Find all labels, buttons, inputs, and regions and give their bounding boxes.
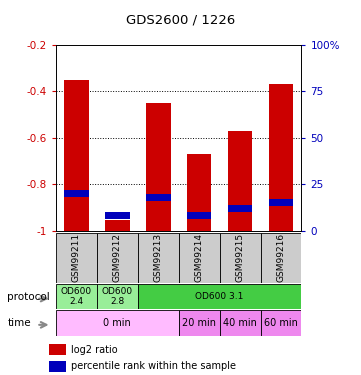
Bar xyxy=(56,284,97,309)
Bar xyxy=(187,212,212,219)
Text: OD600 3.1: OD600 3.1 xyxy=(195,292,244,301)
Bar xyxy=(261,232,301,283)
Bar xyxy=(146,103,170,231)
Bar xyxy=(138,284,301,309)
Bar xyxy=(187,154,212,231)
Text: GSM99213: GSM99213 xyxy=(154,233,163,282)
Bar xyxy=(269,199,293,206)
Text: 40 min: 40 min xyxy=(223,318,257,328)
Bar xyxy=(261,310,301,336)
Bar xyxy=(138,232,179,283)
Bar xyxy=(56,232,97,283)
Bar xyxy=(105,212,130,219)
Bar xyxy=(179,232,219,283)
Bar xyxy=(49,361,66,372)
Text: GSM99215: GSM99215 xyxy=(236,233,244,282)
Bar xyxy=(64,190,89,197)
Bar xyxy=(97,232,138,283)
Bar xyxy=(49,344,66,355)
Text: 0 min: 0 min xyxy=(104,318,131,328)
Text: OD600
2.8: OD600 2.8 xyxy=(102,287,133,306)
Text: GSM99216: GSM99216 xyxy=(277,233,286,282)
Bar xyxy=(146,194,170,201)
Text: percentile rank within the sample: percentile rank within the sample xyxy=(71,362,236,372)
Text: OD600
2.4: OD600 2.4 xyxy=(61,287,92,306)
Text: 60 min: 60 min xyxy=(264,318,298,328)
Text: log2 ratio: log2 ratio xyxy=(71,345,118,355)
Text: GSM99211: GSM99211 xyxy=(72,233,81,282)
Text: GDS2600 / 1226: GDS2600 / 1226 xyxy=(126,13,235,26)
Text: GSM99214: GSM99214 xyxy=(195,233,204,282)
Text: protocol: protocol xyxy=(7,292,50,302)
Bar xyxy=(179,310,219,336)
Bar xyxy=(228,131,252,231)
Bar xyxy=(105,220,130,231)
Bar xyxy=(56,310,179,336)
Bar xyxy=(228,205,252,212)
Bar xyxy=(269,84,293,231)
Bar xyxy=(219,232,261,283)
Text: time: time xyxy=(7,318,31,328)
Bar xyxy=(64,80,89,231)
Text: GSM99212: GSM99212 xyxy=(113,233,122,282)
Bar xyxy=(97,284,138,309)
Text: 20 min: 20 min xyxy=(182,318,216,328)
Bar xyxy=(219,310,261,336)
